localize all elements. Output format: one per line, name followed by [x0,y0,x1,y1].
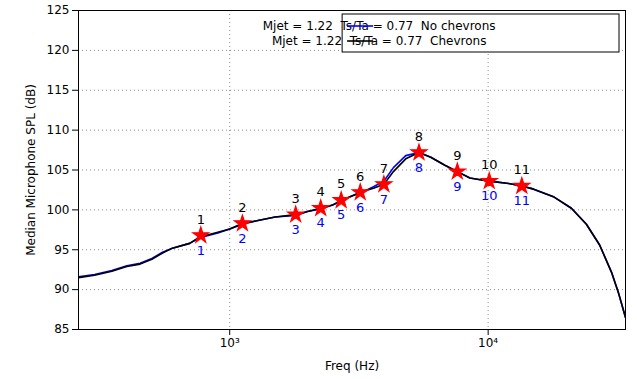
svg-text:Mjet = 1.22 Ts/Ta = 0.77 Che: Mjet = 1.22 Ts/Ta = 0.77 Chevrons [272,34,487,48]
svg-text:10³: 10³ [220,336,240,350]
svg-text:3: 3 [292,222,300,237]
svg-text:6: 6 [356,168,364,183]
svg-text:125: 125 [47,3,70,17]
svg-text:1: 1 [197,212,205,227]
svg-text:10⁴: 10⁴ [478,336,498,350]
svg-text:1: 1 [197,243,205,258]
svg-text:Mjet = 1.22 Ts/Ta = 0.77 No: Mjet = 1.22 Ts/Ta = 0.77 No chevrons [263,19,496,33]
svg-text:11: 11 [514,162,531,177]
svg-text:7: 7 [380,161,388,176]
svg-text:Median Microphone SPL (dB): Median Microphone SPL (dB) [24,84,38,256]
svg-text:4: 4 [317,215,325,230]
svg-text:5: 5 [337,176,345,191]
svg-text:115: 115 [47,83,70,97]
svg-text:9: 9 [453,179,461,194]
svg-text:90: 90 [54,282,69,296]
svg-text:6: 6 [356,199,364,214]
svg-text:85: 85 [54,322,69,336]
svg-text:120: 120 [47,43,70,57]
svg-text:2: 2 [238,231,246,246]
svg-text:8: 8 [415,160,423,175]
svg-text:95: 95 [54,243,69,257]
svg-text:11: 11 [514,193,531,208]
svg-text:3: 3 [292,191,300,206]
svg-text:8: 8 [415,129,423,144]
svg-text:100: 100 [47,203,70,217]
svg-text:Freq (Hz): Freq (Hz) [325,359,379,373]
svg-text:105: 105 [47,163,70,177]
svg-text:7: 7 [380,192,388,207]
svg-text:2: 2 [238,200,246,215]
svg-text:10: 10 [481,157,498,172]
svg-text:9: 9 [453,148,461,163]
svg-text:4: 4 [317,184,325,199]
svg-text:110: 110 [47,123,70,137]
svg-text:10: 10 [481,188,498,203]
svg-text:5: 5 [337,207,345,222]
